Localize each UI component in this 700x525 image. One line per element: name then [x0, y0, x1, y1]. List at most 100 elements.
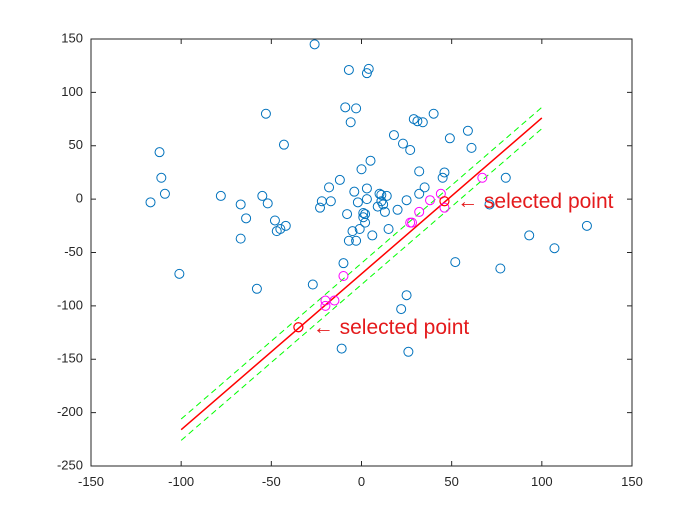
- data-point: [361, 194, 372, 205]
- annotations: ← selected point ← selected point: [313, 190, 614, 339]
- data-point: [307, 279, 318, 290]
- data-point: [524, 230, 535, 241]
- data-point: [367, 230, 378, 241]
- data-point: [334, 174, 345, 185]
- data-point: [372, 201, 383, 212]
- y-tick-label: -200: [57, 404, 83, 419]
- x-tick-label: -150: [78, 474, 104, 489]
- data-point: [450, 257, 461, 268]
- data-point: [401, 290, 412, 301]
- data-point: [414, 188, 425, 199]
- data-point: [403, 346, 414, 357]
- x-tick-label: -100: [168, 474, 194, 489]
- data-point: [392, 204, 403, 215]
- x-tick-label: -50: [262, 474, 281, 489]
- data-point: [428, 108, 439, 119]
- data-point: [365, 155, 376, 166]
- data-points: [145, 39, 592, 357]
- x-tick-label: 0: [358, 474, 365, 489]
- data-point: [251, 283, 262, 294]
- data-point: [336, 343, 347, 354]
- data-point: [280, 220, 291, 231]
- data-point: [315, 202, 326, 213]
- data-point: [549, 243, 560, 254]
- data-point: [145, 197, 156, 208]
- data-point: [174, 268, 185, 279]
- y-tick-label: 150: [61, 30, 83, 45]
- data-point: [260, 108, 271, 119]
- y-tick-label: 0: [76, 191, 83, 206]
- selected-candidate-point: [329, 295, 340, 306]
- selected-candidate-point: [425, 195, 436, 206]
- y-tick-label: -50: [64, 244, 83, 259]
- data-point: [439, 167, 450, 178]
- data-point: [156, 172, 167, 183]
- data-point: [401, 195, 412, 206]
- data-point: [278, 139, 289, 150]
- selected-candidate-point: [338, 270, 349, 281]
- data-point: [159, 188, 170, 199]
- data-point: [495, 263, 506, 274]
- data-point: [397, 138, 408, 149]
- axes: -150 -100 -50 0 50 100 150 -250 -200 -150 -100 -50 0…: [57, 30, 643, 489]
- plot-area: [91, 39, 632, 466]
- highlighted-point: [439, 196, 450, 207]
- data-point: [349, 186, 360, 197]
- data-point: [338, 258, 349, 269]
- selected-candidate-point: [439, 202, 450, 213]
- data-point: [352, 197, 363, 208]
- data-point: [358, 212, 369, 223]
- data-point: [381, 190, 392, 201]
- x-tick-label: 150: [621, 474, 643, 489]
- data-point: [396, 304, 407, 315]
- data-point: [343, 235, 354, 246]
- data-point: [345, 117, 356, 128]
- data-point: [324, 182, 335, 193]
- data-point: [437, 172, 448, 183]
- x-tick-label: 50: [444, 474, 458, 489]
- data-point: [419, 182, 430, 193]
- data-point: [354, 224, 365, 235]
- data-point: [378, 199, 389, 210]
- data-point: [414, 166, 425, 177]
- data-point: [358, 208, 369, 219]
- data-point: [383, 224, 394, 235]
- annotation-label: ← selected point: [313, 316, 470, 339]
- data-point: [340, 102, 351, 113]
- data-point: [347, 226, 358, 237]
- x-tick-label: 100: [531, 474, 553, 489]
- data-point: [154, 147, 165, 158]
- data-point: [417, 117, 428, 128]
- data-point: [361, 68, 372, 79]
- data-point: [360, 217, 371, 228]
- annotation-label: ← selected point: [457, 190, 614, 213]
- data-point: [235, 233, 246, 244]
- selected-candidate-point: [477, 172, 488, 183]
- data-point: [275, 224, 286, 235]
- fit-line: [180, 117, 543, 431]
- fit-line-group: [180, 117, 543, 431]
- data-point: [581, 220, 592, 231]
- data-point: [462, 125, 473, 136]
- data-point: [241, 213, 252, 224]
- data-point: [379, 206, 390, 217]
- data-point: [363, 63, 374, 74]
- selected-candidate-point: [406, 217, 417, 228]
- data-point: [361, 183, 372, 194]
- data-point: [388, 130, 399, 141]
- y-tick-label: 50: [69, 137, 83, 152]
- data-point: [356, 164, 367, 175]
- data-point: [325, 196, 336, 207]
- data-point: [351, 103, 362, 114]
- highlighted-point: [293, 322, 304, 333]
- selected-candidate-point: [320, 300, 331, 311]
- data-point: [262, 198, 273, 209]
- data-point: [309, 39, 320, 50]
- data-point: [500, 172, 511, 183]
- data-point: [376, 196, 387, 207]
- data-point: [484, 199, 495, 210]
- data-point: [343, 64, 354, 75]
- data-point: [215, 190, 226, 201]
